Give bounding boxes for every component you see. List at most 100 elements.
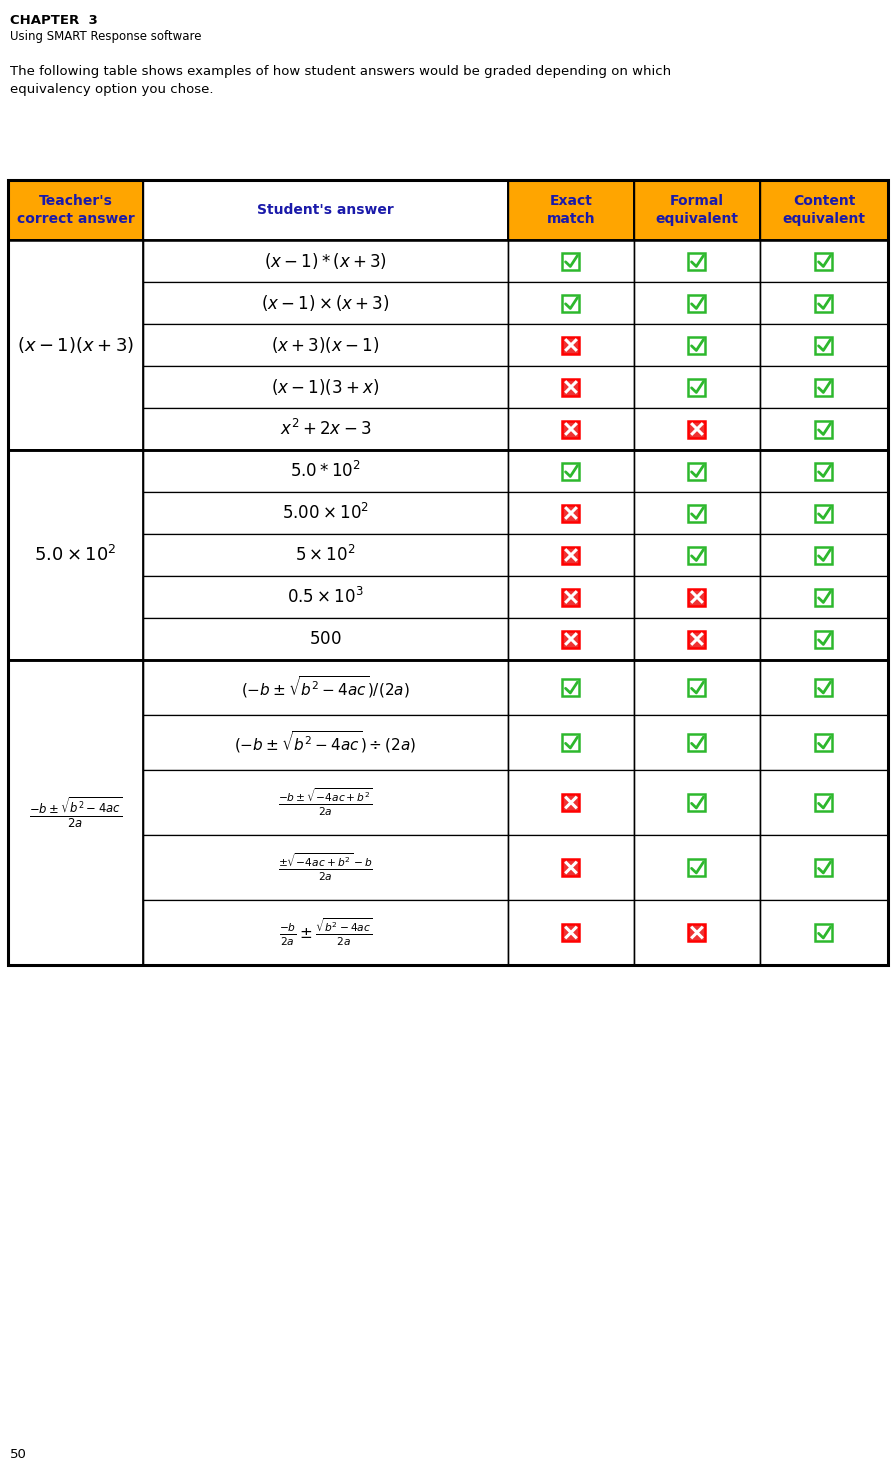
Bar bbox=[687, 547, 704, 563]
Bar bbox=[561, 463, 578, 479]
Bar bbox=[633, 180, 759, 240]
Bar bbox=[508, 366, 633, 409]
Text: $(x-1)(x+3)$: $(x-1)(x+3)$ bbox=[17, 335, 134, 355]
Bar bbox=[687, 735, 704, 751]
Bar bbox=[508, 450, 633, 493]
Bar bbox=[508, 240, 633, 282]
Bar bbox=[687, 295, 704, 311]
Text: $(x-1)*(x+3)$: $(x-1)*(x+3)$ bbox=[264, 251, 386, 271]
Bar bbox=[8, 659, 143, 965]
Bar bbox=[687, 420, 704, 438]
Text: $5.0*10^2$: $5.0*10^2$ bbox=[290, 462, 360, 481]
Bar bbox=[143, 450, 508, 493]
Bar bbox=[143, 240, 508, 282]
Bar bbox=[759, 180, 887, 240]
Bar bbox=[687, 923, 704, 941]
Bar bbox=[561, 923, 578, 941]
Bar bbox=[8, 659, 887, 965]
Bar bbox=[508, 409, 633, 450]
Bar bbox=[687, 504, 704, 522]
Text: $(x-1)(3+x)$: $(x-1)(3+x)$ bbox=[271, 378, 379, 397]
Bar bbox=[633, 324, 759, 366]
Bar bbox=[687, 379, 704, 395]
Bar bbox=[143, 659, 508, 715]
Bar bbox=[561, 295, 578, 311]
Bar bbox=[814, 547, 831, 563]
Bar bbox=[759, 534, 887, 577]
Bar bbox=[759, 324, 887, 366]
Text: $\frac{-b\pm\sqrt{-4ac+b^2}}{2a}$: $\frac{-b\pm\sqrt{-4ac+b^2}}{2a}$ bbox=[278, 788, 373, 819]
Bar bbox=[143, 324, 508, 366]
Bar bbox=[508, 180, 633, 240]
Bar bbox=[814, 923, 831, 941]
Bar bbox=[759, 715, 887, 770]
Bar bbox=[143, 534, 508, 577]
Bar bbox=[814, 252, 831, 270]
Bar bbox=[8, 240, 143, 450]
Bar bbox=[759, 900, 887, 965]
Bar bbox=[687, 678, 704, 696]
Bar bbox=[633, 577, 759, 618]
Bar bbox=[814, 420, 831, 438]
Bar bbox=[633, 493, 759, 534]
Bar bbox=[143, 366, 508, 409]
Bar bbox=[759, 282, 887, 324]
Text: $5\times10^2$: $5\times10^2$ bbox=[295, 544, 356, 565]
Bar bbox=[561, 252, 578, 270]
Bar bbox=[508, 900, 633, 965]
Bar bbox=[759, 240, 887, 282]
Bar bbox=[143, 900, 508, 965]
Bar bbox=[561, 630, 578, 648]
Bar bbox=[561, 379, 578, 395]
Bar bbox=[508, 577, 633, 618]
Bar bbox=[633, 409, 759, 450]
Bar bbox=[633, 618, 759, 659]
Text: $500$: $500$ bbox=[308, 630, 342, 648]
Bar bbox=[633, 835, 759, 900]
Text: $5.00\times10^2$: $5.00\times10^2$ bbox=[282, 503, 368, 524]
Bar bbox=[508, 770, 633, 835]
Bar bbox=[508, 618, 633, 659]
Bar bbox=[561, 547, 578, 563]
Text: Using SMART Response software: Using SMART Response software bbox=[10, 30, 201, 43]
Text: $(x-1)\times(x+3)$: $(x-1)\times(x+3)$ bbox=[261, 294, 390, 313]
Bar bbox=[687, 589, 704, 606]
Bar bbox=[561, 589, 578, 606]
Bar bbox=[814, 794, 831, 811]
Text: 50: 50 bbox=[10, 1448, 27, 1462]
Bar bbox=[633, 282, 759, 324]
Bar bbox=[687, 794, 704, 811]
Bar bbox=[508, 534, 633, 577]
Bar bbox=[759, 659, 887, 715]
Bar bbox=[759, 770, 887, 835]
Text: Formal
equivalent: Formal equivalent bbox=[654, 195, 738, 226]
Bar bbox=[687, 252, 704, 270]
Bar bbox=[814, 295, 831, 311]
Bar bbox=[561, 858, 578, 876]
Bar bbox=[633, 770, 759, 835]
Bar bbox=[143, 835, 508, 900]
Bar bbox=[759, 618, 887, 659]
Text: Student's answer: Student's answer bbox=[257, 204, 393, 217]
Bar bbox=[687, 336, 704, 354]
Bar bbox=[633, 715, 759, 770]
Bar bbox=[561, 678, 578, 696]
Bar bbox=[814, 735, 831, 751]
Bar bbox=[759, 577, 887, 618]
Text: $x^2+2x-3$: $x^2+2x-3$ bbox=[280, 419, 371, 440]
Bar bbox=[508, 282, 633, 324]
Bar bbox=[8, 450, 143, 659]
Bar bbox=[508, 835, 633, 900]
Text: The following table shows examples of how student answers would be graded depend: The following table shows examples of ho… bbox=[10, 65, 670, 96]
Text: $\frac{\pm\sqrt{-4ac+b^2}-b}{2a}$: $\frac{\pm\sqrt{-4ac+b^2}-b}{2a}$ bbox=[278, 853, 373, 884]
Bar bbox=[814, 504, 831, 522]
Text: $\frac{-b\pm\sqrt{b^2-4ac}}{2a}$: $\frac{-b\pm\sqrt{b^2-4ac}}{2a}$ bbox=[29, 795, 122, 830]
Bar bbox=[814, 678, 831, 696]
Bar bbox=[687, 858, 704, 876]
Bar bbox=[759, 835, 887, 900]
Text: $5.0\times10^2$: $5.0\times10^2$ bbox=[34, 544, 116, 565]
Bar bbox=[143, 282, 508, 324]
Text: $(-b\pm\sqrt{b^2-4ac})\div(2a)$: $(-b\pm\sqrt{b^2-4ac})\div(2a)$ bbox=[234, 730, 417, 755]
Bar bbox=[561, 735, 578, 751]
Bar bbox=[143, 180, 508, 240]
